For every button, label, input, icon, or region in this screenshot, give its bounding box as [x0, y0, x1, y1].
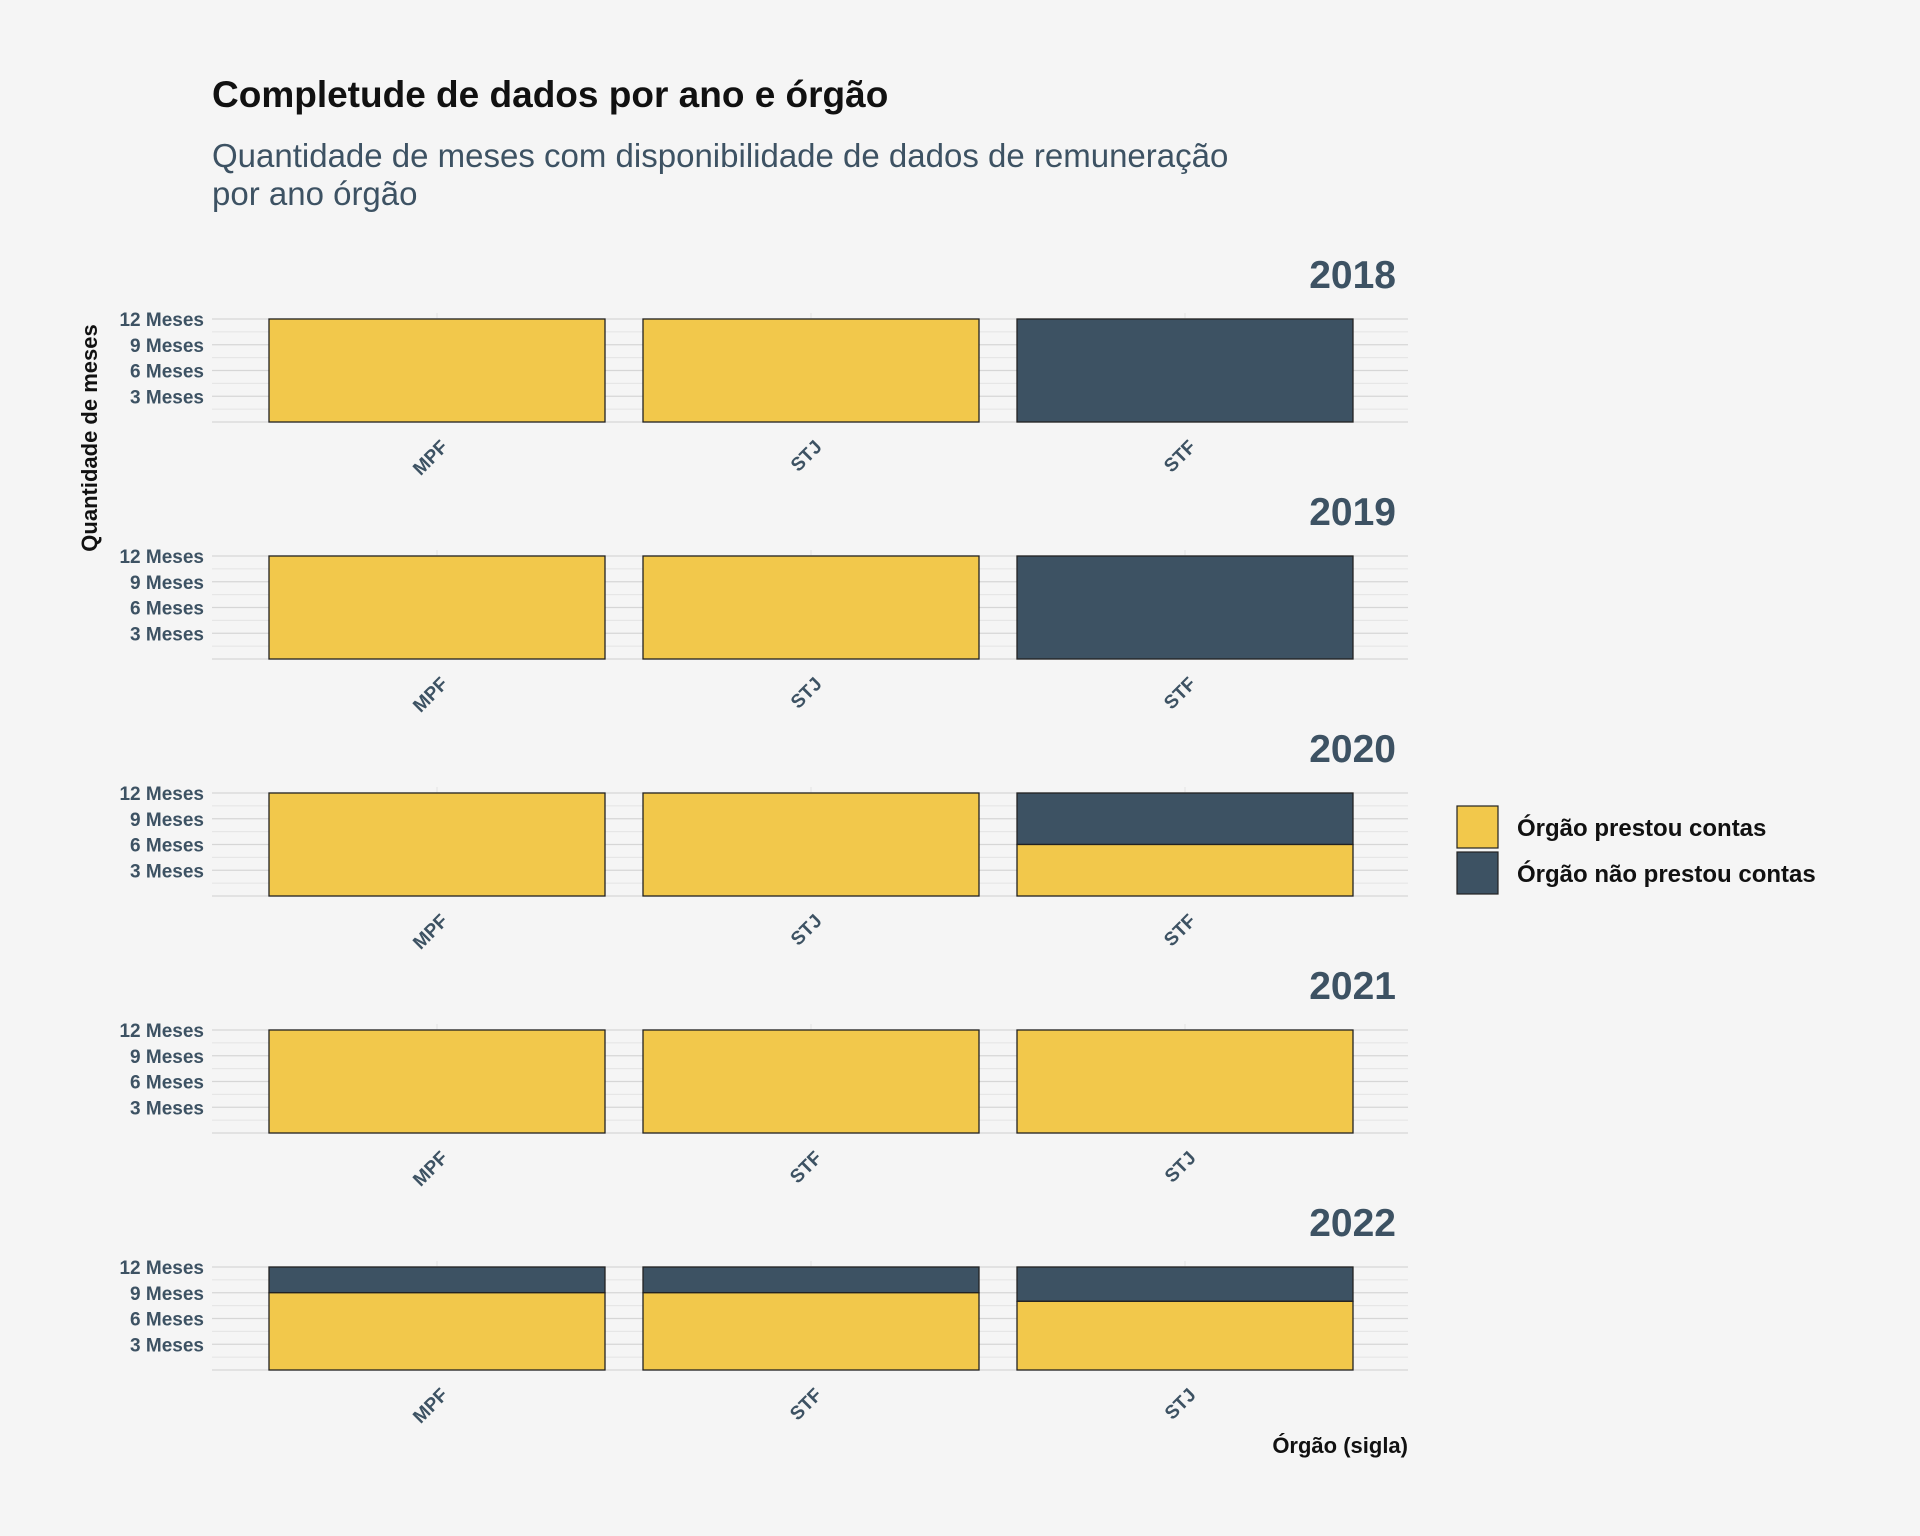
x-tick-label: STF	[1160, 437, 1200, 477]
panel-2019: 2019 3 Meses 6 Meses 9 Meses 12 Meses MPF STJ S…	[119, 491, 1408, 717]
x-tick-label: STF	[786, 1148, 826, 1188]
bar-prestou-STF	[642, 1029, 980, 1134]
bar-prestou-MPF	[268, 555, 606, 660]
y-tick-label: 3 Meses	[130, 1098, 204, 1119]
x-tick-label: MPF	[409, 911, 452, 954]
y-tick-label: 9 Meses	[130, 810, 204, 831]
chart-subtitle-line-2: por ano órgão	[212, 175, 418, 212]
legend-label-prestou: Órgão prestou contas	[1517, 814, 1766, 842]
facet-panels: 2018 3 Meses 6 Meses 9 Meses 12 Meses MPF STJ S…	[119, 254, 1408, 1428]
legend-label-nao_prestou: Órgão não prestou contas	[1517, 860, 1816, 888]
chart-subtitle-line-1: Quantidade de meses com disponibilidade …	[212, 137, 1228, 174]
legend-key-nao_prestou	[1456, 851, 1499, 895]
x-tick-label: MPF	[409, 437, 452, 480]
y-tick-label: 9 Meses	[130, 573, 204, 594]
facet-year-label: 2020	[1309, 728, 1396, 771]
x-axis-title: Órgão (sigla)	[1272, 1433, 1408, 1458]
y-tick-label: 3 Meses	[130, 624, 204, 645]
y-tick-label: 9 Meses	[130, 1047, 204, 1068]
bar-prestou-STF	[642, 1292, 980, 1371]
y-axis-title: Quantidade de meses	[77, 324, 102, 551]
x-tick-label: STJ	[1161, 1148, 1200, 1187]
y-tick-label: 12 Meses	[119, 1021, 204, 1042]
bar-prestou-STJ	[1016, 1300, 1354, 1371]
bar-nao-prestou-STF	[1016, 318, 1354, 423]
y-tick-label: 12 Meses	[119, 547, 204, 568]
legend: Órgão prestou contas Órgão não prestou co…	[1456, 805, 1816, 895]
x-tick-label: STF	[786, 1385, 826, 1425]
y-tick-label: 6 Meses	[130, 362, 204, 383]
x-tick-label: STJ	[1161, 1385, 1200, 1424]
bar-prestou-MPF	[268, 792, 606, 897]
bar-nao-prestou-STF	[1016, 555, 1354, 660]
panel-2021: 2021 3 Meses 6 Meses 9 Meses 12 Meses MPF STF S…	[119, 965, 1408, 1191]
bar-prestou-STJ	[642, 555, 980, 660]
panel-2018: 2018 3 Meses 6 Meses 9 Meses 12 Meses MPF STJ S…	[119, 254, 1408, 480]
facet-year-label: 2019	[1309, 491, 1396, 534]
bar-prestou-STJ	[642, 792, 980, 897]
y-tick-label: 12 Meses	[119, 784, 204, 805]
x-tick-label: STJ	[787, 911, 826, 950]
y-tick-label: 6 Meses	[130, 599, 204, 620]
panel-2020: 2020 3 Meses 6 Meses 9 Meses 12 Meses MPF STJ S…	[119, 728, 1408, 954]
x-tick-label: STF	[1160, 674, 1200, 714]
x-tick-label: MPF	[409, 674, 452, 717]
bar-nao-prestou-STF	[1016, 792, 1354, 846]
x-tick-label: STJ	[787, 674, 826, 713]
bar-prestou-STJ	[642, 318, 980, 423]
x-tick-label: MPF	[409, 1385, 452, 1428]
bar-prestou-MPF	[268, 318, 606, 423]
y-tick-label: 6 Meses	[130, 836, 204, 857]
panel-2022: 2022 3 Meses 6 Meses 9 Meses 12 Meses MPF STF S…	[119, 1202, 1408, 1428]
facet-year-label: 2022	[1309, 1202, 1396, 1245]
y-tick-label: 9 Meses	[130, 336, 204, 357]
bar-prestou-MPF	[268, 1029, 606, 1134]
y-tick-label: 12 Meses	[119, 310, 204, 331]
y-tick-label: 3 Meses	[130, 387, 204, 408]
x-tick-label: STF	[1160, 911, 1200, 951]
bar-prestou-STF	[1016, 843, 1354, 897]
y-tick-label: 3 Meses	[130, 1335, 204, 1356]
y-tick-label: 6 Meses	[130, 1073, 204, 1094]
bar-nao-prestou-STF	[642, 1266, 980, 1294]
bar-nao-prestou-STJ	[1016, 1266, 1354, 1302]
y-tick-label: 12 Meses	[119, 1258, 204, 1279]
y-tick-label: 9 Meses	[130, 1284, 204, 1305]
facet-year-label: 2021	[1309, 965, 1396, 1008]
bar-nao-prestou-MPF	[268, 1266, 606, 1294]
x-tick-label: MPF	[409, 1148, 452, 1191]
legend-key-prestou	[1456, 805, 1499, 849]
y-tick-label: 3 Meses	[130, 861, 204, 882]
bar-prestou-MPF	[268, 1292, 606, 1371]
x-tick-label: STJ	[787, 437, 826, 476]
y-tick-label: 6 Meses	[130, 1310, 204, 1331]
chart-title: Completude de dados por ano e órgão	[212, 74, 888, 115]
bar-prestou-STJ	[1016, 1029, 1354, 1134]
facet-year-label: 2018	[1309, 254, 1396, 297]
